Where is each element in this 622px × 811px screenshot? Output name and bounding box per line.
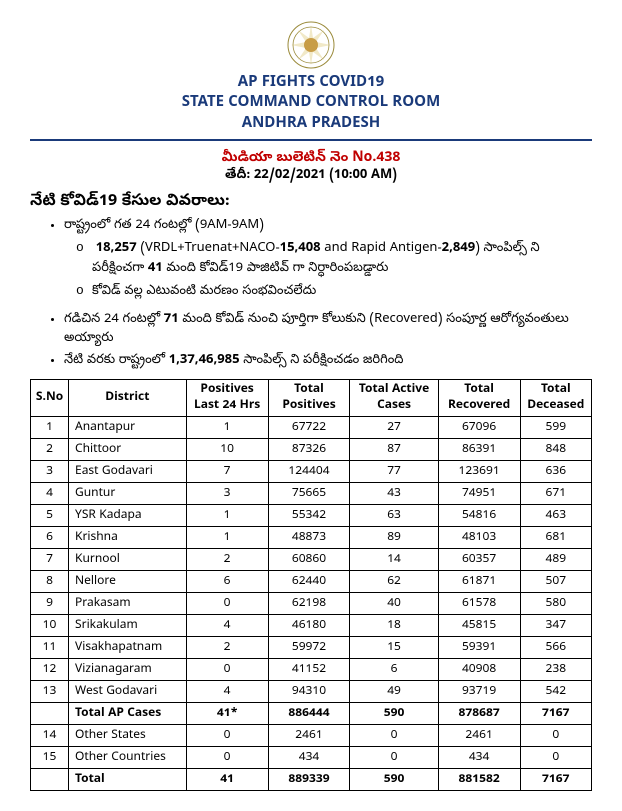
col-p24: Positives Last 24 Hrs <box>186 380 268 417</box>
bullet-list-2: గడిచిన 24 గంటల్లో 71 మంది కోవిడ్ నుంచి ప… <box>30 311 592 372</box>
bulletin-number: మీడియా బులెటిన్ నెం No.438 <box>30 149 592 168</box>
bullet-1a: 18,257 (VRDL+Truenat+NACO-15,408 and Rap… <box>92 238 592 279</box>
bulletin-date: తేదీ: 22/02/2021 (10:00 AM) <box>30 168 592 185</box>
table-row: 6Krishna1488738948103681 <box>31 527 592 549</box>
header: AP FIGHTS COVID19 STATE COMMAND CONTROL … <box>30 74 592 141</box>
section-title: నేటి కోవిడ్19 కేసుల వివరాలు: <box>30 191 592 213</box>
ap-emblem-icon <box>286 20 336 70</box>
col-district: District <box>69 380 187 417</box>
header-line-1: AP FIGHTS COVID19 <box>30 74 592 94</box>
table-row: 7Kurnool2608601460357489 <box>31 549 592 571</box>
table-row: 10Srikakulam4461801845815347 <box>31 615 592 637</box>
table-row: 13West Godavari4943104993719542 <box>31 681 592 703</box>
cases-table: S.No District Positives Last 24 Hrs Tota… <box>30 379 592 791</box>
table-row: Total AP Cases41*8864445908786877167 <box>31 703 592 725</box>
bullet-1: రాష్ట్రంలో గత 24 గంటల్లో (9AM-9AM) 18,25… <box>64 217 592 303</box>
table-row: 5YSR Kadapa1553426354816463 <box>31 505 592 527</box>
bullet-list: రాష్ట్రంలో గత 24 గంటల్లో (9AM-9AM) 18,25… <box>30 217 592 303</box>
table-row: 4Guntur3756654374951671 <box>31 483 592 505</box>
col-recovered: Total Recovered <box>438 380 520 417</box>
table-header-row: S.No District Positives Last 24 Hrs Tota… <box>31 380 592 417</box>
bullet-1b: కోవిడ్ వల్ల ఎటువంటి మరణం సంభవించలేదు <box>92 281 592 303</box>
table-row: 14Other States02461024610 <box>31 725 592 747</box>
table-row: Total418893395908815827167 <box>31 769 592 791</box>
col-deceased: Total Deceased <box>520 380 591 417</box>
table-row: 3East Godavari712440477123691636 <box>31 461 592 483</box>
table-row: 8Nellore6624406261871507 <box>31 571 592 593</box>
table-row: 11Visakhapatnam2599721559391566 <box>31 637 592 659</box>
table-row: 2Chittoor10873268786391848 <box>31 439 592 461</box>
table-row: 9Prakasam0621984061578580 <box>31 593 592 615</box>
bullet-3: నేటి వరకు రాష్ట్రంలో 1,37,46,985 సాంపిల్… <box>64 352 592 372</box>
table-row: 15Other Countries043404340 <box>31 747 592 769</box>
table-row: 1Anantapur1677222767096599 <box>31 417 592 439</box>
col-total-pos: Total Positives <box>268 380 350 417</box>
col-sno: S.No <box>31 380 69 417</box>
table-row: 12Vizianagaram041152640908238 <box>31 659 592 681</box>
bullet-2: గడిచిన 24 గంటల్లో 71 మంది కోవిడ్ నుంచి ప… <box>64 311 592 350</box>
col-active: Total Active Cases <box>350 380 438 417</box>
header-line-2: STATE COMMAND CONTROL ROOM <box>30 94 592 114</box>
header-line-3: ANDHRA PRADESH <box>30 115 592 135</box>
